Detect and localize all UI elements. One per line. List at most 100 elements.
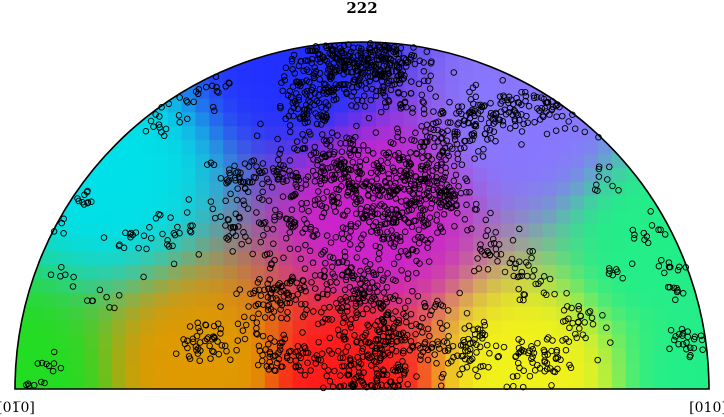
background-cell	[486, 125, 502, 141]
data-point	[372, 92, 380, 100]
data-point	[408, 206, 415, 213]
data-point	[259, 188, 266, 196]
background-cell	[320, 347, 336, 363]
background-cell	[84, 375, 100, 389]
data-point	[476, 343, 484, 351]
data-point	[351, 186, 358, 194]
background-cell	[417, 375, 433, 389]
data-point	[468, 131, 476, 138]
background-cell	[237, 69, 252, 85]
data-point	[245, 163, 253, 170]
background-cell	[598, 125, 613, 141]
background-cell	[209, 361, 225, 377]
data-point	[297, 114, 304, 121]
data-point	[454, 155, 462, 163]
background-cell	[514, 208, 530, 224]
data-point	[382, 295, 389, 303]
background-cell	[84, 236, 100, 252]
background-cell	[639, 208, 655, 224]
background-cell	[473, 264, 488, 279]
background-cell	[306, 236, 322, 252]
background-cell	[223, 83, 239, 99]
data-point	[347, 152, 355, 159]
data-point	[323, 372, 331, 380]
data-point	[304, 106, 311, 113]
data-point	[286, 87, 294, 95]
data-point	[412, 172, 419, 180]
data-point	[257, 238, 265, 246]
data-point	[256, 347, 264, 355]
data-point	[413, 247, 420, 255]
background-cell	[542, 264, 558, 279]
background-cell	[542, 194, 558, 210]
background-cell	[584, 375, 599, 389]
data-point	[417, 352, 425, 359]
background-cell	[306, 125, 322, 141]
background-cell	[264, 180, 280, 196]
data-point	[433, 179, 441, 187]
data-point	[336, 332, 343, 339]
data-point	[372, 336, 380, 343]
data-point	[369, 150, 377, 157]
data-point	[408, 343, 416, 350]
data-point	[518, 88, 525, 96]
background-cell	[486, 305, 502, 321]
data-point	[471, 155, 478, 162]
background-cell	[195, 83, 211, 99]
data-point	[419, 207, 427, 214]
background-cell	[375, 278, 391, 293]
background-cell	[362, 111, 377, 127]
data-point	[522, 259, 530, 266]
data-point	[320, 384, 327, 392]
background-cell	[98, 333, 114, 349]
data-point	[380, 275, 387, 282]
background-cell	[181, 319, 197, 335]
data-point	[318, 251, 325, 258]
data-point	[415, 239, 423, 247]
data-point	[409, 105, 416, 112]
data-point	[330, 60, 337, 67]
background-cell	[278, 222, 294, 238]
data-point	[339, 319, 347, 327]
background-cell	[153, 361, 169, 377]
data-point	[461, 216, 469, 223]
data-point	[384, 159, 391, 167]
background-cell	[98, 208, 114, 224]
data-point	[304, 114, 311, 122]
data-point	[288, 206, 296, 213]
data-point	[326, 303, 333, 311]
background-cell	[486, 153, 502, 168]
data-point	[595, 165, 603, 173]
background-cell	[598, 208, 613, 224]
data-point	[463, 363, 471, 371]
data-point	[405, 252, 412, 259]
data-point	[562, 346, 570, 354]
data-point	[451, 192, 458, 200]
data-point	[571, 125, 579, 132]
data-point	[392, 179, 399, 187]
background-cell	[209, 278, 225, 293]
background-cell	[195, 166, 211, 182]
data-point	[300, 277, 307, 285]
data-point	[218, 342, 226, 349]
data-point	[276, 150, 283, 157]
data-point	[120, 244, 128, 252]
data-point	[655, 262, 663, 270]
data-point	[276, 346, 284, 353]
background-cell	[195, 125, 211, 141]
data-point	[540, 346, 548, 354]
background-cell	[598, 250, 613, 266]
data-point	[38, 359, 46, 367]
data-point	[322, 204, 330, 211]
data-point	[346, 180, 353, 187]
background-cell	[181, 278, 197, 293]
data-point	[265, 285, 272, 292]
data-point	[127, 233, 134, 241]
data-point	[478, 331, 486, 339]
data-point	[477, 363, 484, 370]
background-cell	[278, 305, 294, 321]
data-point	[225, 177, 233, 185]
background-cell	[56, 278, 72, 293]
data-point	[232, 177, 239, 184]
background-cell	[56, 333, 72, 349]
